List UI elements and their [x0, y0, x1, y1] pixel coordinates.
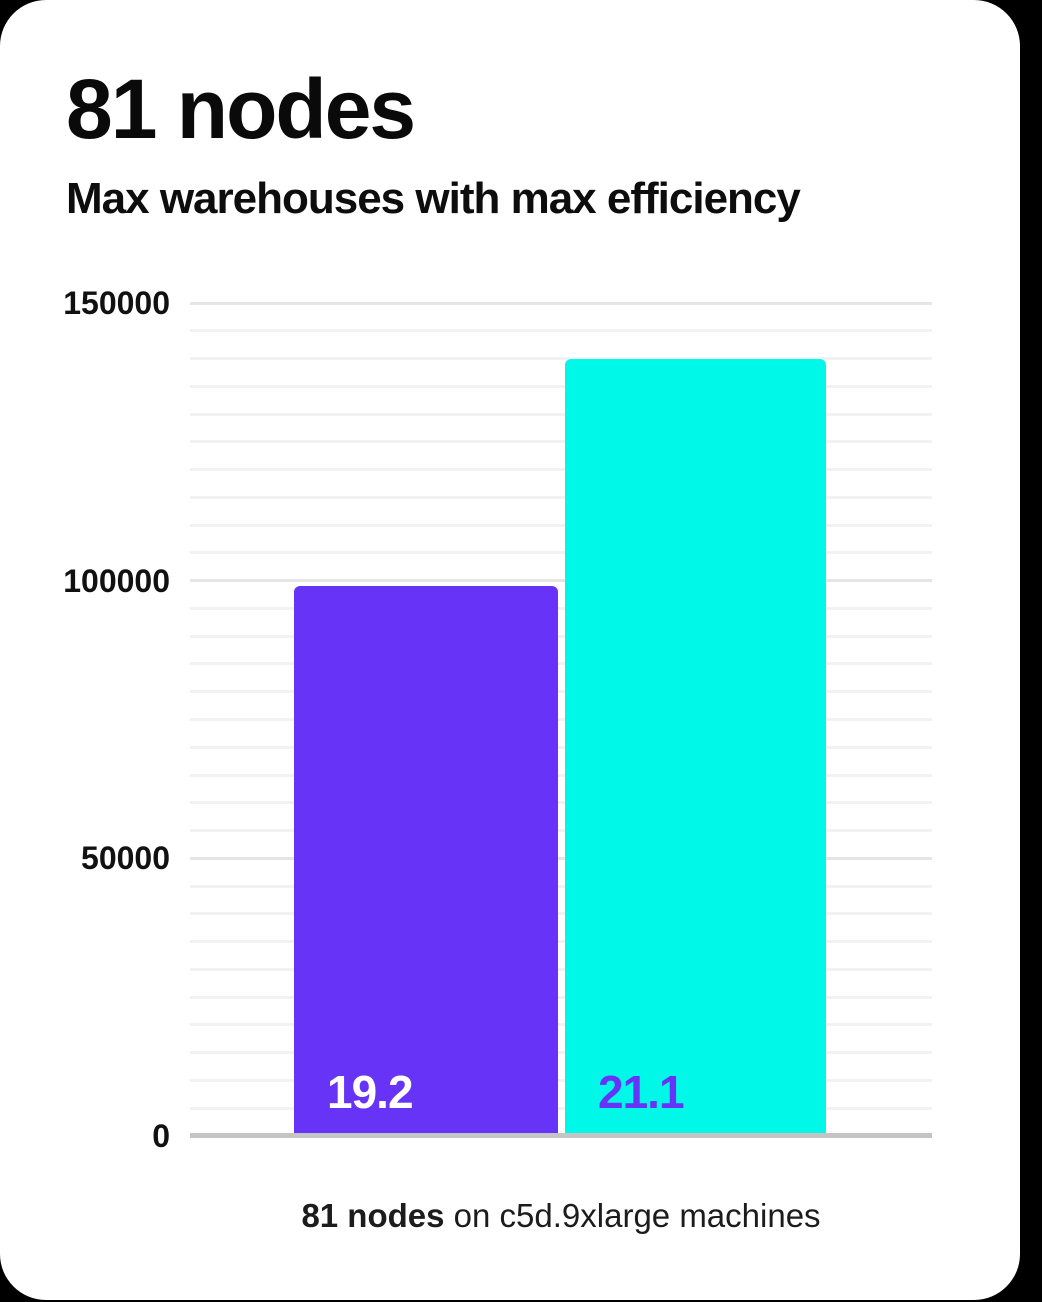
gridline-minor [190, 940, 932, 944]
chart-caption: 81 nodes on c5d.9xlarge machines [190, 1196, 932, 1236]
gridline-minor [190, 440, 932, 444]
gridline-minor [190, 468, 932, 472]
gridline-major [190, 856, 932, 860]
chart-card: 81 nodes Max warehouses with max efficie… [0, 0, 1020, 1300]
gridline-minor [190, 1078, 932, 1082]
x-axis-line [190, 1133, 932, 1138]
bar-value-label: 21.1 [598, 1066, 685, 1118]
gridline-minor [190, 967, 932, 971]
gridline-minor [190, 495, 932, 499]
gridline-minor [190, 912, 932, 916]
gridline-minor [190, 829, 932, 833]
gridline-minor [190, 384, 932, 388]
caption-node-count: 81 nodes [301, 1197, 445, 1234]
gridline-minor [190, 884, 932, 888]
gridline-minor [190, 606, 932, 610]
bar: 19.2 [294, 586, 558, 1136]
bar: 21.1 [565, 358, 826, 1136]
gridline-minor [190, 995, 932, 999]
gridline-minor [190, 773, 932, 777]
gridline-minor [190, 523, 932, 527]
y-axis-tick-label: 100000 [63, 562, 170, 599]
gridline-major [190, 579, 932, 583]
bar-value-label: 19.2 [327, 1066, 414, 1118]
gridline-minor [190, 329, 932, 333]
gridline-minor [190, 1023, 932, 1027]
gridline-minor [190, 690, 932, 694]
y-axis-tick-label: 150000 [63, 285, 170, 321]
gridline-major [190, 301, 932, 305]
gridline-minor [190, 634, 932, 638]
gridline-minor [190, 745, 932, 749]
bar-chart-plot: 19.2 21.1 [190, 301, 932, 1138]
page-subtitle: Max warehouses with max efficiency [66, 174, 801, 223]
page-title: 81 nodes [66, 62, 416, 156]
gridline-minor [190, 718, 932, 721]
gridline-minor [190, 357, 932, 361]
y-axis-tick-label: 50000 [81, 840, 170, 877]
gridline-minor [190, 801, 932, 805]
caption-machine-type: on c5d.9xlarge machines [444, 1197, 821, 1234]
gridline-minor [190, 551, 932, 555]
gridline-minor [190, 662, 932, 666]
y-axis-tick-label: 0 [152, 1118, 170, 1154]
gridline-minor [190, 1051, 932, 1055]
gridline-minor [190, 1106, 932, 1110]
gridline-minor [190, 412, 932, 416]
